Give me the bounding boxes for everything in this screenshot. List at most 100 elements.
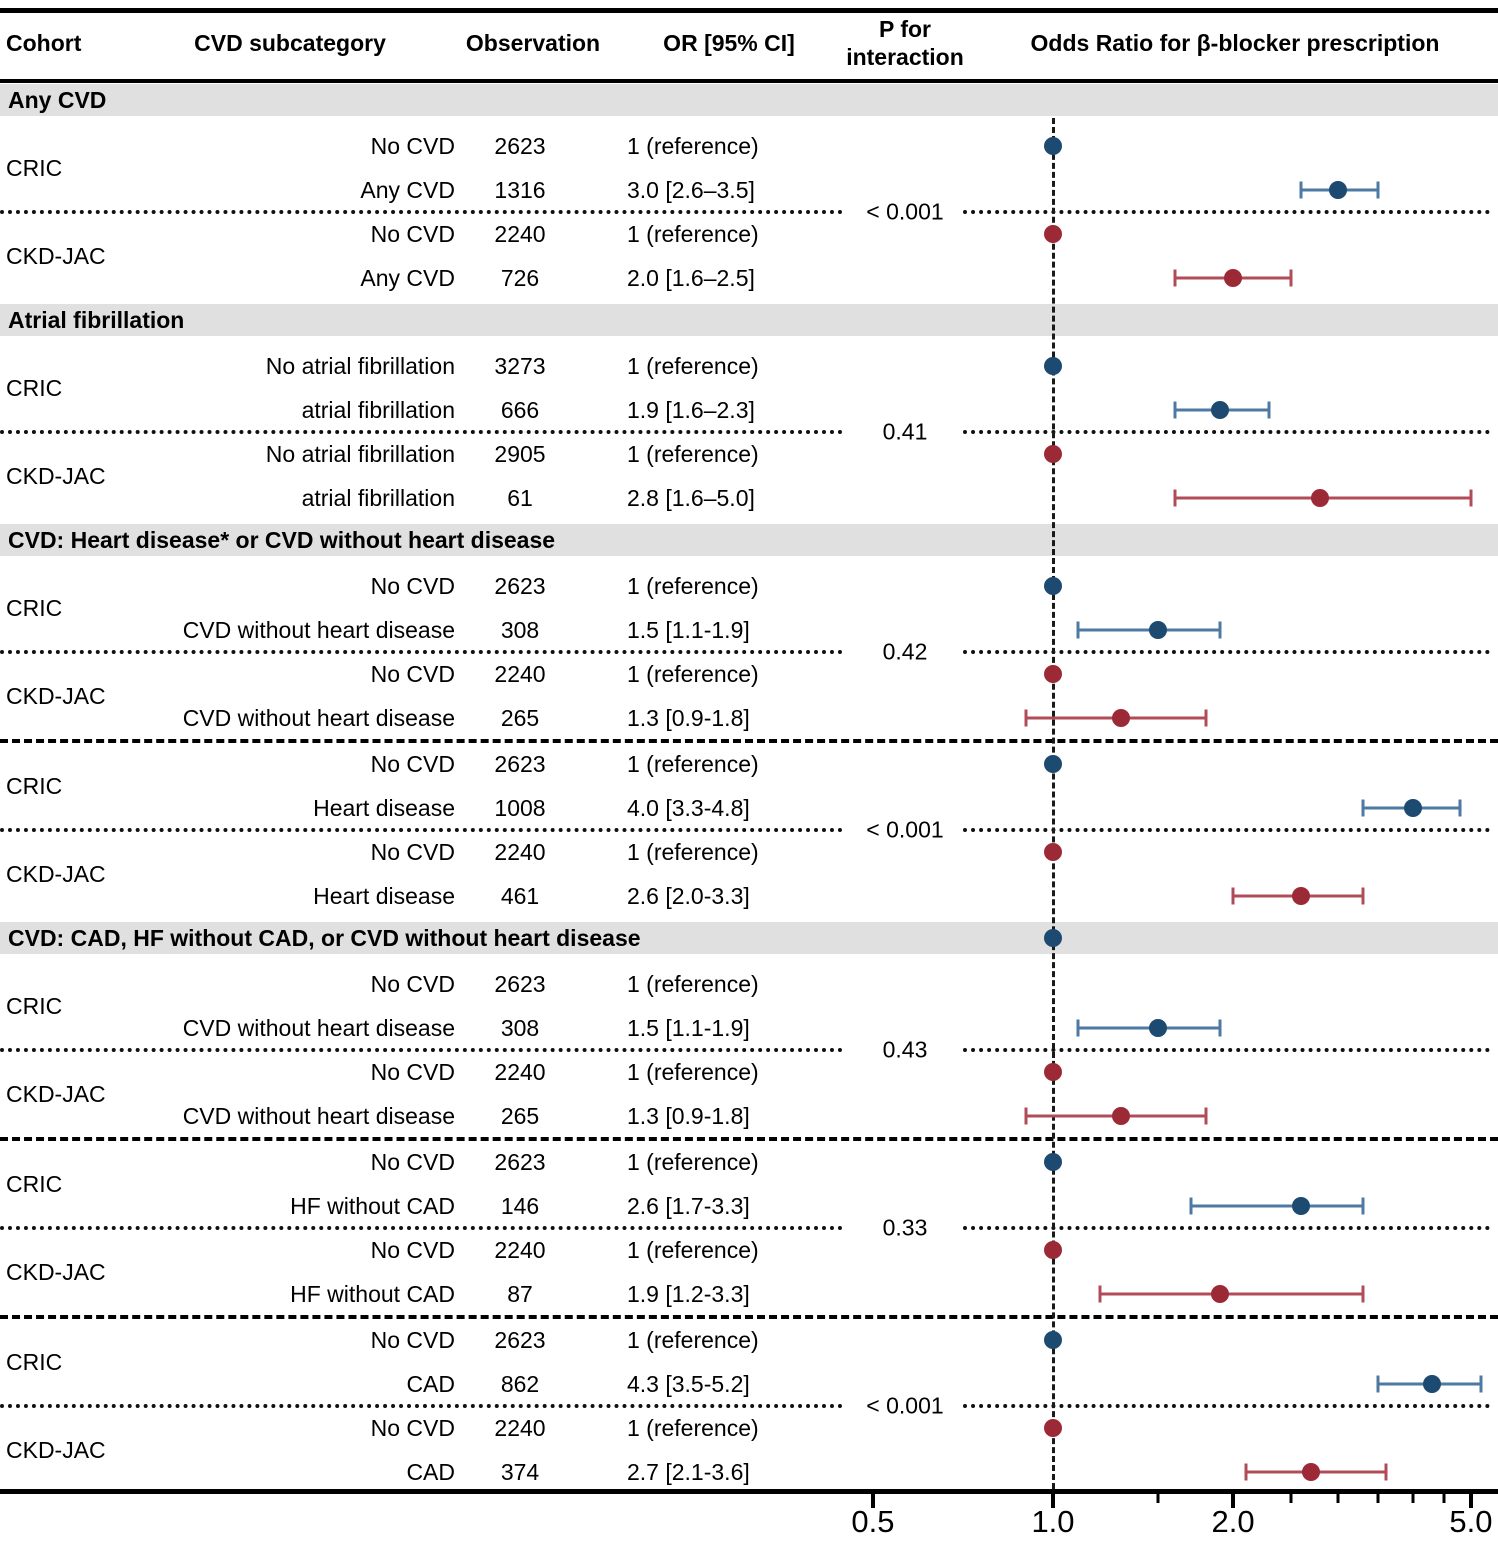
- section-title: Atrial fibrillation: [8, 307, 185, 333]
- or-marker-dot: [1112, 709, 1131, 727]
- subcategory-cell: CAD: [406, 1371, 455, 1397]
- p-interaction-value: < 0.001: [866, 816, 944, 843]
- column-header-subcategory: CVD subcategory: [194, 30, 386, 56]
- p-row-dotted-line-right: [963, 210, 1490, 214]
- ci-cap-low: [1024, 709, 1028, 727]
- section-band: Atrial fibrillation: [0, 304, 1498, 336]
- subcategory-cell: atrial fibrillation: [301, 485, 455, 511]
- ci-cap-high: [1361, 887, 1365, 905]
- ci-cap-low: [1173, 401, 1177, 419]
- cohort-label: CRIC: [6, 1349, 63, 1375]
- or-ci-cell: 1 (reference): [627, 839, 759, 865]
- or-ci-cell: 1 (reference): [627, 1059, 759, 1085]
- or-marker-dot: [1044, 755, 1062, 773]
- or-ci-cell: 1 (reference): [627, 1149, 759, 1175]
- or-ci-cell: 1.3 [0.9-1.8]: [627, 1103, 750, 1129]
- p-row-dotted-line-right: [963, 1226, 1490, 1230]
- observation-cell: 2240: [494, 1415, 546, 1441]
- observation-cell: 2623: [494, 573, 546, 599]
- ci-cap-high: [1384, 1463, 1388, 1481]
- section-band: Any CVD: [0, 84, 1498, 116]
- axis-tick-label: 5.0: [1449, 1504, 1493, 1539]
- axis-major-tick: [1051, 1494, 1055, 1508]
- ci-cap-low: [1076, 621, 1080, 639]
- observation-cell: 1008: [494, 795, 546, 821]
- ci-cap-high: [1267, 401, 1271, 419]
- subcategory-cell: atrial fibrillation: [301, 397, 455, 423]
- subcategory-cell: No CVD: [370, 133, 455, 159]
- ci-cap-low: [1189, 1197, 1193, 1215]
- subcategory-cell: CAD: [406, 1459, 455, 1485]
- p-row-dotted-line-left: [0, 1404, 843, 1408]
- axis-major-tick: [1468, 1494, 1473, 1508]
- ci-cap-low: [1098, 1285, 1102, 1303]
- subcategory-cell: HF without CAD: [290, 1193, 455, 1219]
- or-ci-cell: 1 (reference): [627, 573, 759, 599]
- axis-minor-tick: [1442, 1494, 1446, 1503]
- observation-cell: 87: [507, 1281, 533, 1307]
- or-ci-cell: 1 (reference): [627, 751, 759, 777]
- or-marker-dot: [1044, 357, 1062, 375]
- observation-cell: 2240: [494, 1059, 546, 1085]
- column-header-p-interaction-line2: interaction: [846, 44, 964, 70]
- cohort-label: CRIC: [6, 773, 63, 799]
- or-marker-dot: [1044, 665, 1062, 683]
- cohort-label: CKD-JAC: [6, 1081, 106, 1107]
- block-separator-dashed: [0, 739, 1498, 743]
- p-row-dotted-line-right: [963, 650, 1490, 654]
- or-marker-dot: [1404, 799, 1423, 817]
- observation-cell: 2240: [494, 661, 546, 687]
- subcategory-cell: Any CVD: [360, 265, 455, 291]
- or-ci-cell: 1.5 [1.1-1.9]: [627, 1015, 750, 1041]
- cohort-label: CKD-JAC: [6, 243, 106, 269]
- subcategory-cell: No atrial fibrillation: [265, 441, 455, 467]
- or-ci-cell: 2.6 [1.7-3.3]: [627, 1193, 750, 1219]
- subcategory-cell: Any CVD: [360, 177, 455, 203]
- or-marker-dot: [1292, 887, 1311, 905]
- or-marker-dot: [1224, 269, 1243, 287]
- p-row-dotted-line-left: [0, 430, 843, 434]
- ci-cap-high: [1204, 1107, 1208, 1125]
- cohort-label: CKD-JAC: [6, 683, 106, 709]
- block-separator-dashed: [0, 1315, 1498, 1319]
- subcategory-cell: No CVD: [370, 839, 455, 865]
- ci-cap-high: [1204, 709, 1208, 727]
- subcategory-cell: Heart disease: [313, 883, 455, 909]
- axis-major-tick: [870, 1494, 875, 1508]
- observation-cell: 2623: [494, 971, 546, 997]
- observation-cell: 308: [500, 1015, 540, 1041]
- p-row-dotted-line-right: [963, 1048, 1490, 1052]
- or-marker-dot: [1044, 445, 1062, 463]
- observation-cell: 2623: [494, 133, 546, 159]
- observation-cell: 666: [500, 397, 540, 423]
- p-row-dotted-line-right: [963, 828, 1490, 832]
- column-header-observation: Observation: [465, 30, 601, 56]
- x-axis-line: [0, 1489, 1498, 1494]
- or-ci-cell: 1 (reference): [627, 661, 759, 687]
- section-title: Any CVD: [8, 87, 107, 113]
- observation-cell: 308: [500, 617, 540, 643]
- ci-cap-high: [1479, 1375, 1483, 1393]
- or-ci-cell: 2.6 [2.0-3.3]: [627, 883, 750, 909]
- or-ci-cell: 1 (reference): [627, 353, 759, 379]
- block-separator-dashed: [0, 1137, 1498, 1141]
- ci-bar: [1100, 1292, 1364, 1296]
- axis-tick-label: 2.0: [1211, 1504, 1255, 1539]
- header-rule: [0, 79, 1498, 83]
- observation-cell: 1316: [494, 177, 546, 203]
- subcategory-cell: CVD without heart disease: [182, 705, 455, 731]
- or-ci-cell: 1.9 [1.6–2.3]: [627, 397, 755, 423]
- observation-cell: 2905: [494, 441, 546, 467]
- p-row-dotted-line-left: [0, 1048, 843, 1052]
- axis-minor-tick: [1376, 1494, 1380, 1503]
- subcategory-cell: HF without CAD: [290, 1281, 455, 1307]
- or-marker-dot: [1044, 843, 1062, 861]
- reference-line-or-1: [1051, 118, 1055, 1489]
- observation-cell: 2240: [494, 839, 546, 865]
- subcategory-cell: No atrial fibrillation: [265, 353, 455, 379]
- axis-minor-tick: [1336, 1494, 1340, 1503]
- subcategory-cell: No CVD: [370, 971, 455, 997]
- or-marker-dot: [1044, 577, 1062, 595]
- cohort-label: CKD-JAC: [6, 861, 106, 887]
- or-ci-cell: 1 (reference): [627, 971, 759, 997]
